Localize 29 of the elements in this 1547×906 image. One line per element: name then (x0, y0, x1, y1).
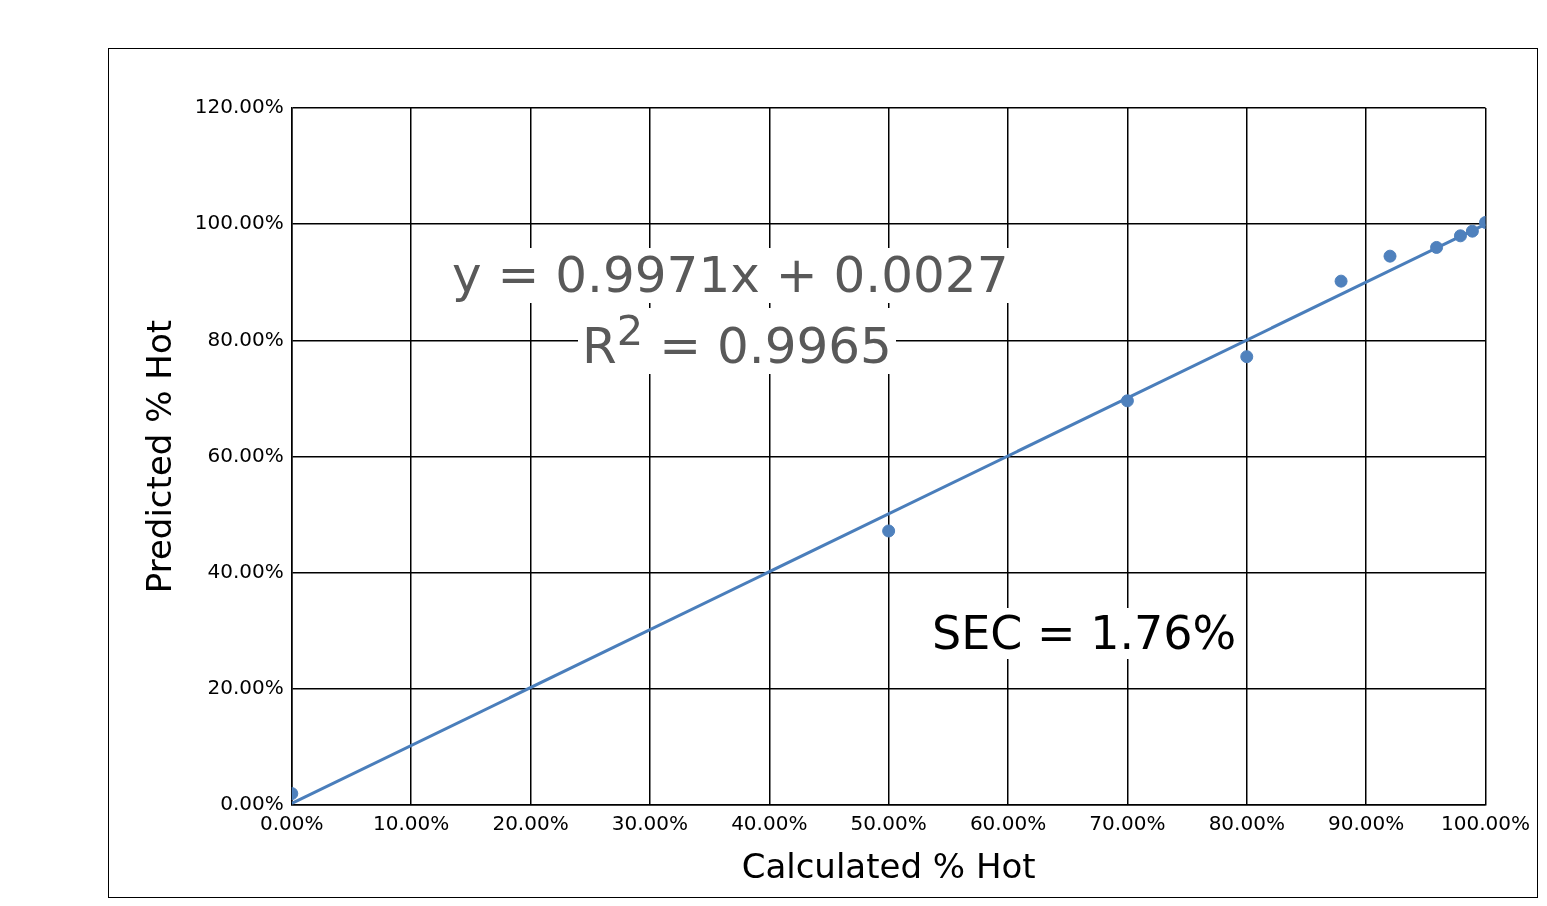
x-tick-label: 10.00% (373, 811, 450, 836)
y-tick-label: 100.00% (194, 210, 284, 235)
y-tick-label: 120.00% (194, 94, 284, 119)
y-axis-title: Predicted % Hot (139, 319, 180, 594)
x-tick-label: 50.00% (850, 811, 927, 836)
point (1334, 274, 1348, 288)
x-tick-label: 100.00% (1441, 811, 1530, 836)
x-tick-label: 20.00% (492, 811, 569, 836)
y-tick-label: 60.00% (207, 442, 284, 467)
y-tick-label: 20.00% (207, 675, 284, 700)
x-tick-label: 90.00% (1328, 811, 1405, 836)
y-tick-label: 80.00% (207, 326, 284, 351)
y-tick-label: 40.00% (207, 559, 284, 583)
annotation: SEC = 1.76% (928, 606, 1241, 660)
point (1383, 249, 1397, 263)
annotation: R$^{2}$ = 0.9965 (578, 306, 896, 375)
x-tick-label: 60.00% (969, 811, 1047, 836)
x-axis-title: Calculated % Hot (741, 846, 1036, 887)
point (1120, 394, 1134, 408)
x-tick-label: 80.00% (1208, 811, 1285, 836)
point (1240, 350, 1254, 364)
point (1465, 224, 1479, 238)
x-tick-label: 70.00% (1089, 811, 1166, 836)
x-tick-label: 40.00% (731, 811, 808, 836)
point (1453, 229, 1467, 243)
point (1430, 240, 1444, 254)
point (882, 524, 896, 538)
x-tick-label: 30.00% (611, 811, 689, 836)
annotation: y = 0.9971x + 0.0027 (448, 246, 1013, 304)
